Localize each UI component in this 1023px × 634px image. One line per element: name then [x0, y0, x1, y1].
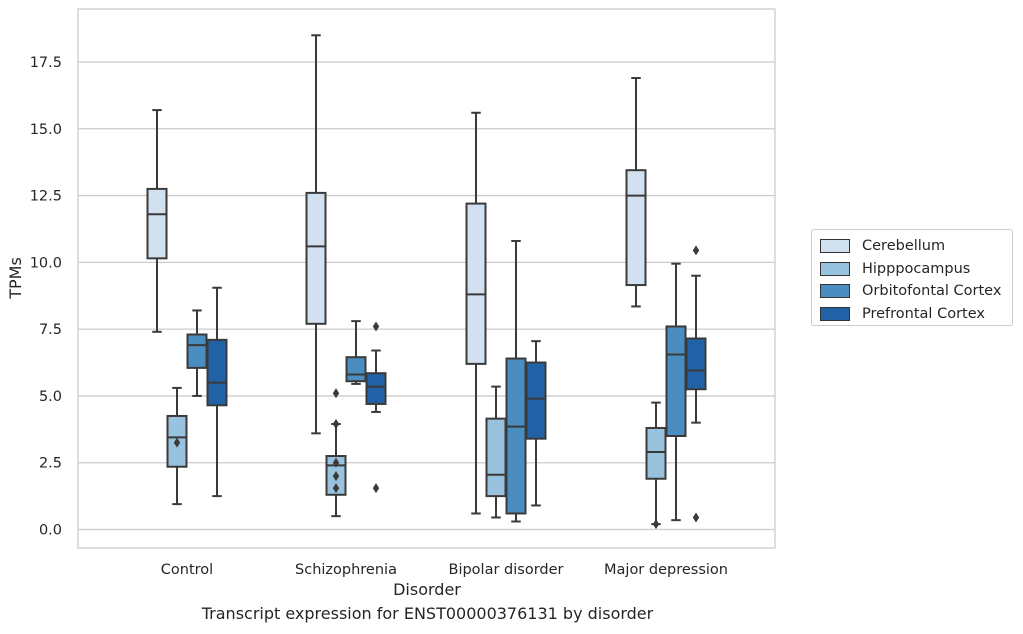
- y-tick-label: 0.0: [39, 523, 62, 539]
- legend-swatch-cerebellum: [820, 239, 850, 254]
- legend-label-prefrontal: Prefrontal Cortex: [862, 305, 985, 322]
- box-hipppocampus: [166, 386, 188, 506]
- box-hipppocampus: [485, 385, 507, 519]
- box-orbitofontal-cortex: [505, 239, 527, 523]
- outlier-point: [652, 519, 660, 530]
- box-cerebellum: [305, 34, 327, 435]
- outlier-point: [332, 418, 340, 429]
- box-body: [365, 372, 387, 405]
- box-body: [186, 333, 208, 369]
- x-tick-label: Major depression: [604, 562, 728, 578]
- legend-swatch-prefrontal: [820, 306, 850, 321]
- box-body: [685, 337, 707, 391]
- box-hipppocampus: [325, 388, 347, 518]
- outlier-point: [372, 483, 380, 494]
- y-tick-label: 5.0: [39, 389, 62, 405]
- box-body: [625, 169, 647, 287]
- box-prefrontal-cortex: [365, 321, 387, 494]
- box-cerebellum: [146, 109, 168, 333]
- legend-label-orbitofrontal: Orbitofontal Cortex: [862, 283, 1002, 300]
- box-hipppocampus: [645, 401, 667, 530]
- box-orbitofontal-cortex: [345, 320, 367, 385]
- chart-caption: Transcript expression for ENST0000037613…: [201, 604, 654, 623]
- x-tick-label: Schizophrenia: [295, 562, 397, 578]
- box-body: [665, 325, 687, 438]
- legend-swatch-hippocampus: [820, 261, 850, 276]
- y-tick-label: 17.5: [30, 55, 62, 71]
- y-axis-label: TPMs: [6, 257, 25, 300]
- x-tick-label: Bipolar disorder: [449, 562, 564, 578]
- box-body: [305, 191, 327, 325]
- outlier-point: [332, 483, 340, 494]
- box-cerebellum: [625, 77, 647, 308]
- outlier-point: [692, 512, 700, 523]
- legend: Cerebellum Hipppocampus Orbitofontal Cor…: [811, 229, 1013, 326]
- legend-label-cerebellum: Cerebellum: [862, 238, 946, 255]
- box-body: [345, 356, 367, 383]
- legend-item-prefrontal: Prefrontal Cortex: [820, 303, 1004, 326]
- legend-swatch-orbitofrontal: [820, 284, 850, 299]
- x-tick-label: Control: [161, 562, 213, 578]
- outlier-point: [332, 457, 340, 468]
- outlier-point: [332, 388, 340, 399]
- y-tick-label: 10.0: [30, 255, 62, 271]
- box-body: [505, 357, 527, 515]
- box-prefrontal-cortex: [685, 245, 707, 523]
- box-cerebellum: [465, 111, 487, 515]
- plot-frame: [77, 8, 776, 549]
- legend-item-orbitofrontal: Orbitofontal Cortex: [820, 280, 1004, 303]
- outlier-point: [332, 471, 340, 482]
- x-axis-label: Disorder: [393, 580, 461, 599]
- outlier-point: [372, 321, 380, 332]
- y-tick-label: 12.5: [30, 189, 62, 205]
- box-series: [146, 34, 707, 530]
- legend-item-hippocampus: Hipppocampus: [820, 258, 1004, 281]
- legend-label-hippocampus: Hipppocampus: [862, 260, 971, 277]
- y-tick-label: 2.5: [39, 456, 62, 472]
- legend-item-cerebellum: Cerebellum: [820, 235, 1004, 258]
- y-tick-label: 15.0: [30, 122, 62, 138]
- box-body: [645, 426, 667, 480]
- outlier-point: [173, 437, 181, 448]
- box-body: [485, 417, 507, 498]
- box-orbitofontal-cortex: [665, 262, 687, 522]
- y-tick-label: 7.5: [39, 322, 62, 338]
- box-body: [146, 187, 168, 260]
- outlier-point: [692, 245, 700, 256]
- box-body: [206, 338, 228, 407]
- box-prefrontal-cortex: [206, 286, 228, 498]
- y-tick-labels: 0.0 2.5 5.0 7.5 10.0 12.5 15.0 17.5: [30, 55, 62, 539]
- box-orbitofontal-cortex: [186, 309, 208, 397]
- x-tick-labels: Control Schizophrenia Bipolar disorder Majo…: [161, 562, 728, 578]
- box-prefrontal-cortex: [525, 340, 547, 507]
- box-body: [465, 202, 487, 365]
- box-body: [525, 361, 547, 440]
